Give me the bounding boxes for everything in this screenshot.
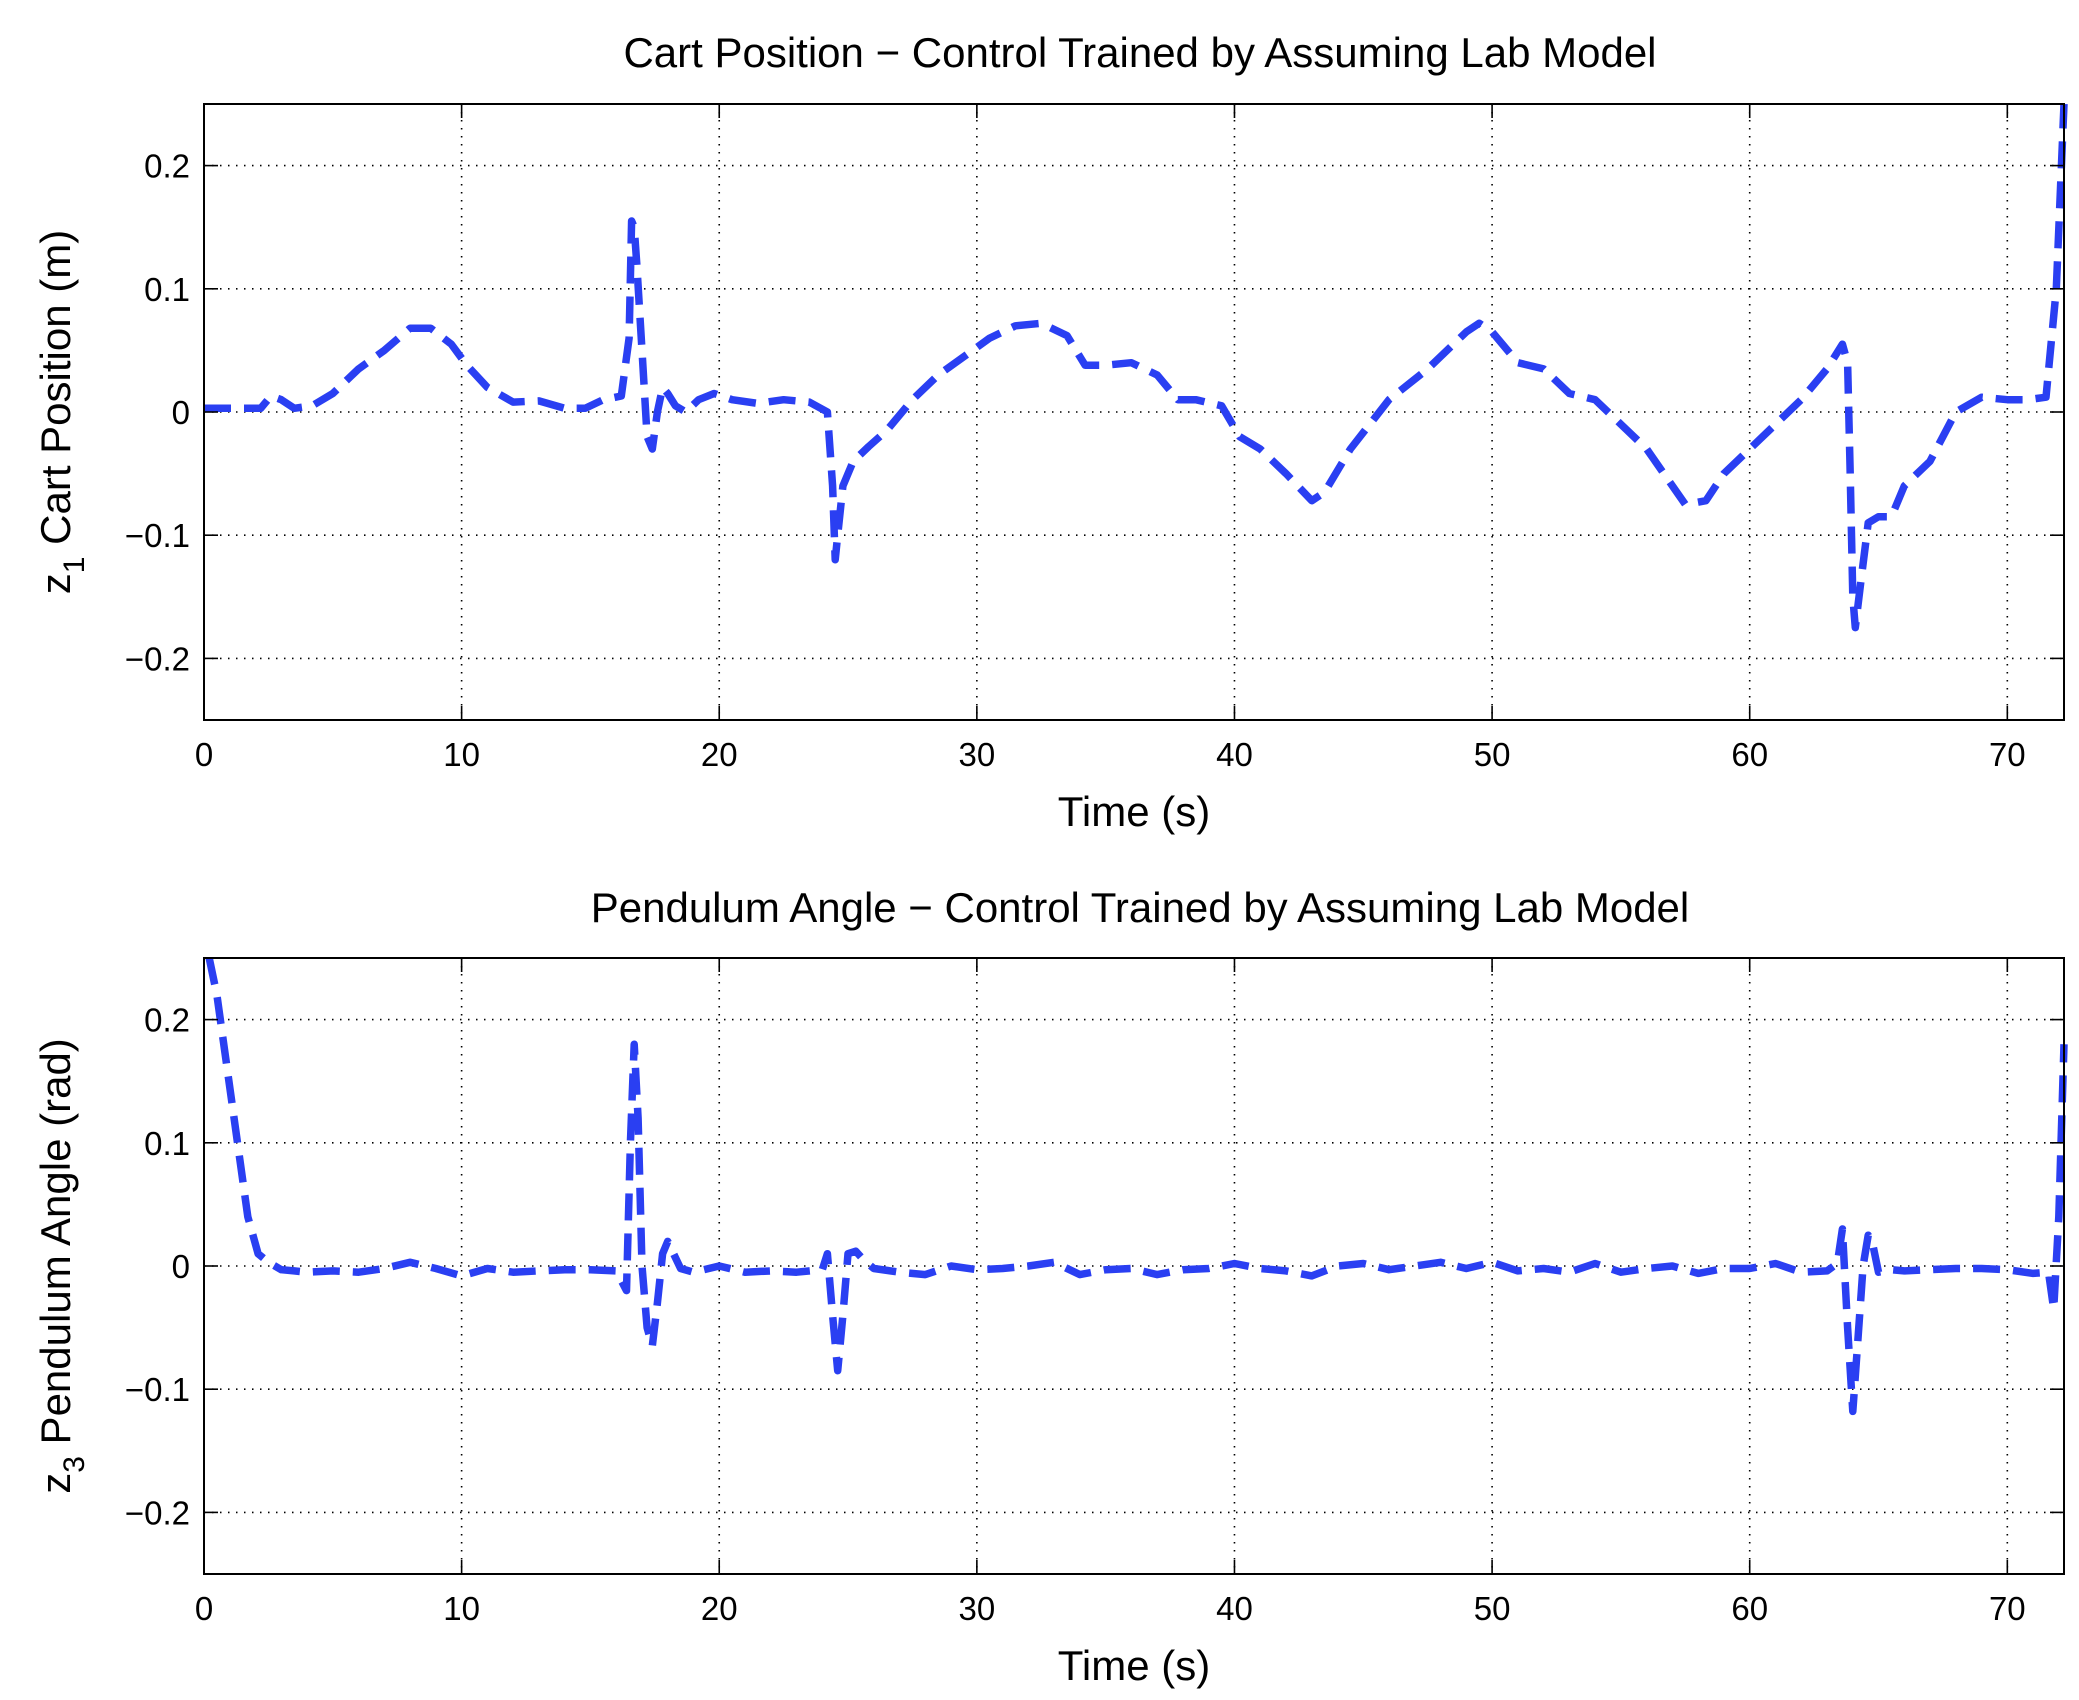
y-axis-label: z1 Cart Position (m) (32, 230, 91, 594)
x-tick-label: 60 (1731, 736, 1768, 773)
x-tick-label: 50 (1474, 1590, 1511, 1627)
series-line (204, 103, 2068, 632)
x-tick-label: 40 (1216, 1590, 1253, 1627)
chart-title: Cart Position − Control Trained by Assum… (623, 29, 1656, 76)
series-layer (205, 957, 2068, 1416)
grid (204, 104, 2064, 720)
y-tick-label: 0.1 (144, 271, 190, 308)
y-tick-label: 0 (172, 1248, 190, 1285)
series-line (205, 957, 2068, 1416)
x-tick-label: 10 (443, 1590, 480, 1627)
x-tick-label: 0 (195, 736, 213, 773)
x-tick-label: 20 (701, 736, 738, 773)
x-tick-label: 20 (701, 1590, 738, 1627)
y-axis-label-text: Pendulum Angle (rad) (32, 1038, 79, 1456)
cart-position-chart: Cart Position − Control Trained by Assum… (32, 29, 2068, 835)
ticks: 0 10 20 30 40 50 60 70 0.2 0.1 0 −0.1 −0.2 (125, 104, 2064, 773)
x-tick-label: 30 (958, 736, 995, 773)
y-axis-label-variable: z (32, 1473, 79, 1494)
x-tick-label: 50 (1474, 736, 1511, 773)
chart-title: Pendulum Angle − Control Trained by Assu… (591, 884, 1690, 931)
y-tick-label: −0.2 (125, 640, 190, 677)
series-layer (204, 103, 2068, 632)
x-tick-label: 10 (443, 736, 480, 773)
y-tick-label: 0.2 (144, 148, 190, 185)
x-tick-label: 60 (1731, 1590, 1768, 1627)
grid (204, 958, 2064, 1574)
y-axis-label-text: Cart Position (m) (32, 230, 79, 557)
x-tick-label: 30 (958, 1590, 995, 1627)
x-tick-label: 40 (1216, 736, 1253, 773)
x-tick-label: 70 (1989, 736, 2026, 773)
x-axis-label: Time (s) (1058, 1642, 1210, 1689)
x-axis-label: Time (s) (1058, 788, 1210, 835)
y-tick-label: −0.1 (125, 1371, 190, 1408)
y-axis-label-variable: z (32, 573, 79, 594)
y-tick-label: 0.1 (144, 1125, 190, 1162)
pendulum-angle-chart: Pendulum Angle − Control Trained by Assu… (32, 884, 2068, 1689)
y-tick-label: 0 (172, 394, 190, 431)
y-tick-label: −0.1 (125, 517, 190, 554)
y-axis-label-subscript: 1 (58, 557, 91, 574)
x-tick-label: 0 (195, 1590, 213, 1627)
ticks: 0 10 20 30 40 50 60 70 0.2 0.1 0 −0.1 −0.2 (125, 958, 2064, 1627)
y-tick-label: −0.2 (125, 1494, 190, 1531)
plot-area (203, 103, 2065, 721)
y-axis-label-subscript: 3 (58, 1456, 91, 1473)
x-tick-label: 70 (1989, 1590, 2026, 1627)
y-tick-label: 0.2 (144, 1002, 190, 1039)
y-axis-label: z3 Pendulum Angle (rad) (32, 1038, 91, 1494)
